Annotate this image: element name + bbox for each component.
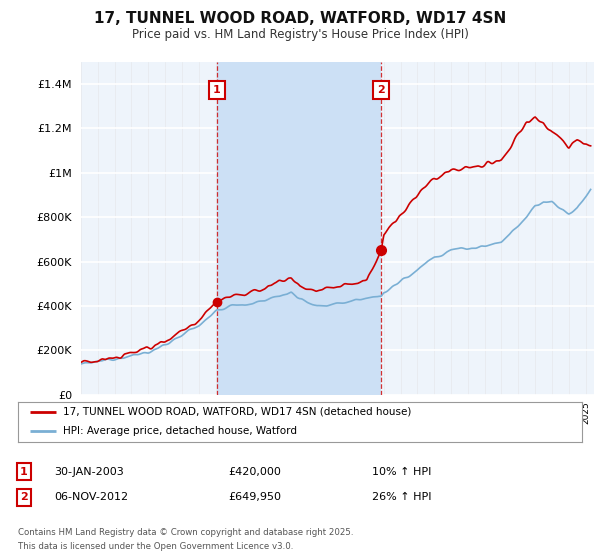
Text: 26% ↑ HPI: 26% ↑ HPI xyxy=(372,492,431,502)
Text: 2: 2 xyxy=(377,85,385,95)
Text: This data is licensed under the Open Government Licence v3.0.: This data is licensed under the Open Gov… xyxy=(18,542,293,550)
Text: 17, TUNNEL WOOD ROAD, WATFORD, WD17 4SN: 17, TUNNEL WOOD ROAD, WATFORD, WD17 4SN xyxy=(94,11,506,26)
Text: £420,000: £420,000 xyxy=(228,466,281,477)
Text: HPI: Average price, detached house, Watford: HPI: Average price, detached house, Watf… xyxy=(63,426,297,436)
Text: 30-JAN-2003: 30-JAN-2003 xyxy=(54,466,124,477)
Bar xyxy=(217,62,381,395)
Text: 1: 1 xyxy=(20,466,28,477)
Text: Price paid vs. HM Land Registry's House Price Index (HPI): Price paid vs. HM Land Registry's House … xyxy=(131,28,469,41)
Text: Contains HM Land Registry data © Crown copyright and database right 2025.: Contains HM Land Registry data © Crown c… xyxy=(18,528,353,536)
Text: 10% ↑ HPI: 10% ↑ HPI xyxy=(372,466,431,477)
Text: 2: 2 xyxy=(20,492,28,502)
Text: £649,950: £649,950 xyxy=(228,492,281,502)
Text: 17, TUNNEL WOOD ROAD, WATFORD, WD17 4SN (detached house): 17, TUNNEL WOOD ROAD, WATFORD, WD17 4SN … xyxy=(63,407,412,417)
Text: 06-NOV-2012: 06-NOV-2012 xyxy=(54,492,128,502)
Text: 1: 1 xyxy=(213,85,221,95)
